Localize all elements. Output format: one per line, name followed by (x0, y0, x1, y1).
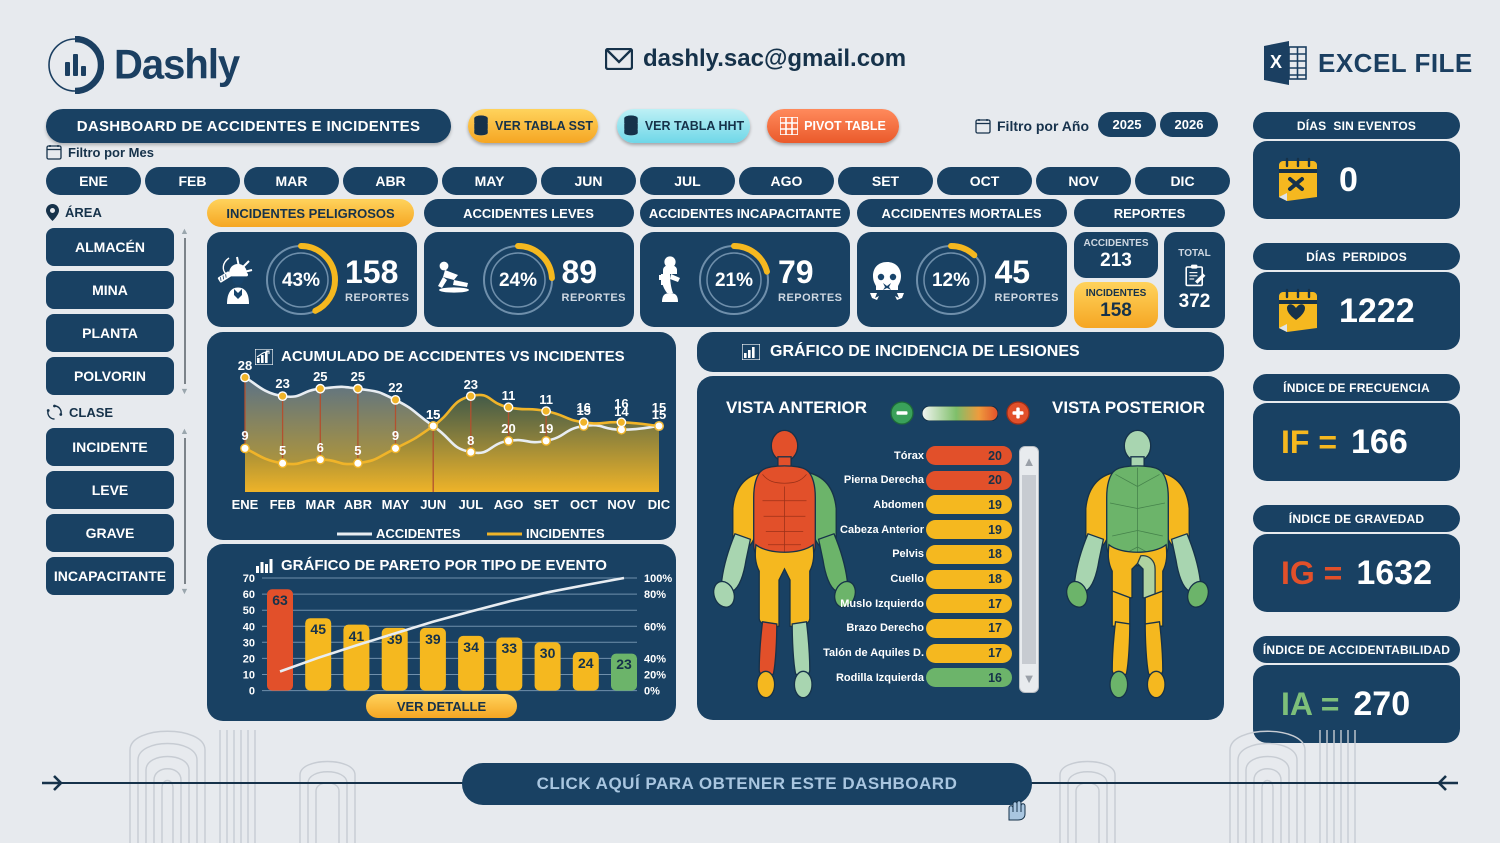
svg-text:60%: 60% (644, 621, 666, 633)
svg-text:ENE: ENE (232, 497, 259, 512)
svg-text:23: 23 (464, 377, 478, 392)
svg-text:20%: 20% (644, 670, 666, 682)
svg-text:24%: 24% (498, 270, 536, 291)
svg-text:ABR: ABR (344, 497, 373, 512)
svg-text:MAR: MAR (305, 497, 335, 512)
svg-text:60: 60 (243, 589, 255, 601)
svg-text:22: 22 (388, 380, 402, 395)
svg-text:10: 10 (243, 670, 255, 682)
svg-text:INCIDENTES: INCIDENTES (526, 526, 605, 540)
svg-text:28: 28 (238, 358, 252, 373)
svg-text:11: 11 (502, 388, 516, 403)
svg-text:X: X (1270, 52, 1282, 72)
svg-text:9: 9 (392, 428, 399, 443)
svg-text:24: 24 (578, 655, 594, 671)
svg-text:20: 20 (243, 653, 255, 665)
svg-text:40%: 40% (644, 653, 666, 665)
svg-text:20: 20 (501, 421, 515, 436)
svg-text:19: 19 (539, 421, 553, 436)
svg-text:5: 5 (279, 443, 286, 458)
svg-text:15: 15 (426, 407, 440, 422)
svg-text:DIC: DIC (648, 497, 671, 512)
svg-text:100%: 100% (644, 573, 672, 585)
svg-text:41: 41 (349, 628, 365, 644)
svg-text:8: 8 (467, 433, 474, 448)
svg-text:15: 15 (576, 403, 590, 418)
svg-text:50: 50 (243, 605, 255, 617)
svg-text:30: 30 (243, 637, 255, 649)
svg-text:70: 70 (243, 573, 255, 585)
svg-text:63: 63 (272, 592, 288, 608)
svg-text:5: 5 (354, 443, 361, 458)
svg-text:15: 15 (652, 407, 666, 422)
svg-text:JUL: JUL (459, 497, 484, 512)
svg-text:OCT: OCT (570, 497, 598, 512)
svg-text:AGO: AGO (494, 497, 524, 512)
svg-text:ACCIDENTES: ACCIDENTES (376, 526, 461, 540)
svg-text:34: 34 (463, 639, 479, 655)
svg-text:23: 23 (616, 656, 632, 672)
svg-text:39: 39 (425, 631, 441, 647)
svg-text:12%: 12% (931, 270, 969, 291)
svg-text:23: 23 (275, 376, 289, 391)
svg-text:40: 40 (243, 621, 255, 633)
svg-text:33: 33 (502, 640, 518, 656)
svg-text:0%: 0% (644, 686, 660, 698)
svg-text:9: 9 (241, 428, 248, 443)
svg-text:0: 0 (249, 686, 255, 698)
svg-text:JUN: JUN (420, 497, 446, 512)
svg-text:43%: 43% (282, 270, 320, 291)
svg-text:21%: 21% (715, 270, 753, 291)
svg-text:MAY: MAY (382, 497, 410, 512)
svg-text:25: 25 (351, 369, 365, 384)
svg-text:80%: 80% (644, 589, 666, 601)
svg-text:SET: SET (533, 497, 558, 512)
svg-text:6: 6 (317, 440, 324, 455)
svg-text:25: 25 (313, 369, 327, 384)
svg-text:FEB: FEB (270, 497, 296, 512)
svg-text:14: 14 (614, 404, 629, 419)
svg-text:30: 30 (540, 645, 556, 661)
svg-text:NOV: NOV (607, 497, 636, 512)
svg-text:11: 11 (539, 392, 553, 407)
svg-text:45: 45 (310, 621, 326, 637)
